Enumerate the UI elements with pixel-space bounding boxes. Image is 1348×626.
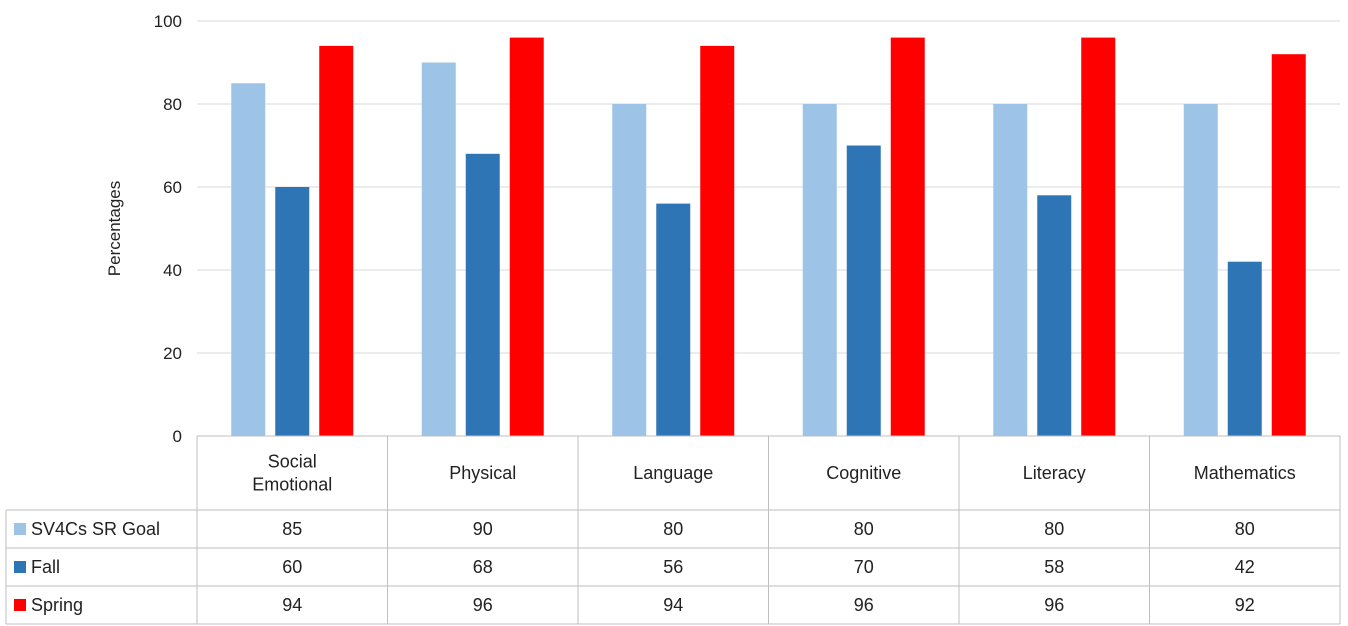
bar-spring-1 bbox=[509, 37, 544, 436]
legend-label: Fall bbox=[31, 557, 60, 577]
bar-fall-4 bbox=[1037, 195, 1072, 436]
data-table-cell: 80 bbox=[1235, 519, 1255, 539]
category-label: Social bbox=[268, 452, 317, 472]
data-table-cell: 80 bbox=[1044, 519, 1064, 539]
data-table-cell: 56 bbox=[663, 557, 683, 577]
bar-sv4cs-sr-goal-1 bbox=[421, 62, 456, 436]
data-table-cell: 80 bbox=[854, 519, 874, 539]
data-table-cell: 70 bbox=[854, 557, 874, 577]
y-tick-label: 100 bbox=[154, 12, 182, 31]
category-label: Emotional bbox=[252, 475, 332, 495]
bar-sv4cs-sr-goal-3 bbox=[802, 104, 837, 436]
data-table-cell: 80 bbox=[663, 519, 683, 539]
category-label: Physical bbox=[449, 463, 516, 483]
y-tick-label: 80 bbox=[163, 95, 182, 114]
data-table-cell: 96 bbox=[473, 595, 493, 615]
bar-sv4cs-sr-goal-0 bbox=[231, 83, 266, 436]
legend-label: Spring bbox=[31, 595, 83, 615]
y-tick-label: 60 bbox=[163, 178, 182, 197]
bars bbox=[231, 37, 1306, 437]
data-table-cell: 42 bbox=[1235, 557, 1255, 577]
bar-spring-3 bbox=[890, 37, 925, 436]
y-tick-label: 40 bbox=[163, 261, 182, 280]
data-table-cell: 90 bbox=[473, 519, 493, 539]
legend-swatch bbox=[14, 523, 26, 535]
category-label: Language bbox=[633, 463, 713, 483]
data-table: Social Emotional Physical Language Cognitive… bbox=[5, 435, 1341, 625]
bar-spring-4 bbox=[1081, 37, 1116, 436]
bar-sv4cs-sr-goal-5 bbox=[1183, 104, 1218, 436]
data-table-cell: 85 bbox=[282, 519, 302, 539]
data-table-cell: 60 bbox=[282, 557, 302, 577]
bar-fall-3 bbox=[846, 145, 881, 436]
legend-label: SV4Cs SR Goal bbox=[31, 519, 160, 539]
category-label: Cognitive bbox=[826, 463, 901, 483]
data-table-cell: 96 bbox=[1044, 595, 1064, 615]
category-label: Mathematics bbox=[1194, 463, 1296, 483]
data-table-cell: 68 bbox=[473, 557, 493, 577]
bar-spring-2 bbox=[700, 45, 735, 437]
legend-swatch bbox=[14, 561, 26, 573]
y-tick-label: 20 bbox=[163, 344, 182, 363]
bar-spring-0 bbox=[319, 45, 354, 437]
y-axis-label: Percentages bbox=[105, 181, 124, 276]
bar-fall-2 bbox=[656, 203, 691, 436]
bar-sv4cs-sr-goal-4 bbox=[993, 104, 1028, 436]
y-tick-label: 0 bbox=[173, 427, 182, 446]
bar-fall-0 bbox=[275, 187, 310, 436]
bar-spring-5 bbox=[1271, 54, 1306, 436]
bar-fall-5 bbox=[1227, 261, 1262, 436]
category-label: Literacy bbox=[1023, 463, 1086, 483]
bar-fall-1 bbox=[465, 153, 500, 437]
gridlines bbox=[197, 20, 1340, 354]
data-table-cell: 58 bbox=[1044, 557, 1064, 577]
data-table-cell: 96 bbox=[854, 595, 874, 615]
data-table-cell: 94 bbox=[663, 595, 683, 615]
bar-sv4cs-sr-goal-2 bbox=[612, 104, 647, 436]
legend-swatch bbox=[14, 599, 26, 611]
data-table-cell: 92 bbox=[1235, 595, 1255, 615]
data-table-cell: 94 bbox=[282, 595, 302, 615]
y-axis: 0 20 40 60 80 100 bbox=[154, 12, 182, 446]
